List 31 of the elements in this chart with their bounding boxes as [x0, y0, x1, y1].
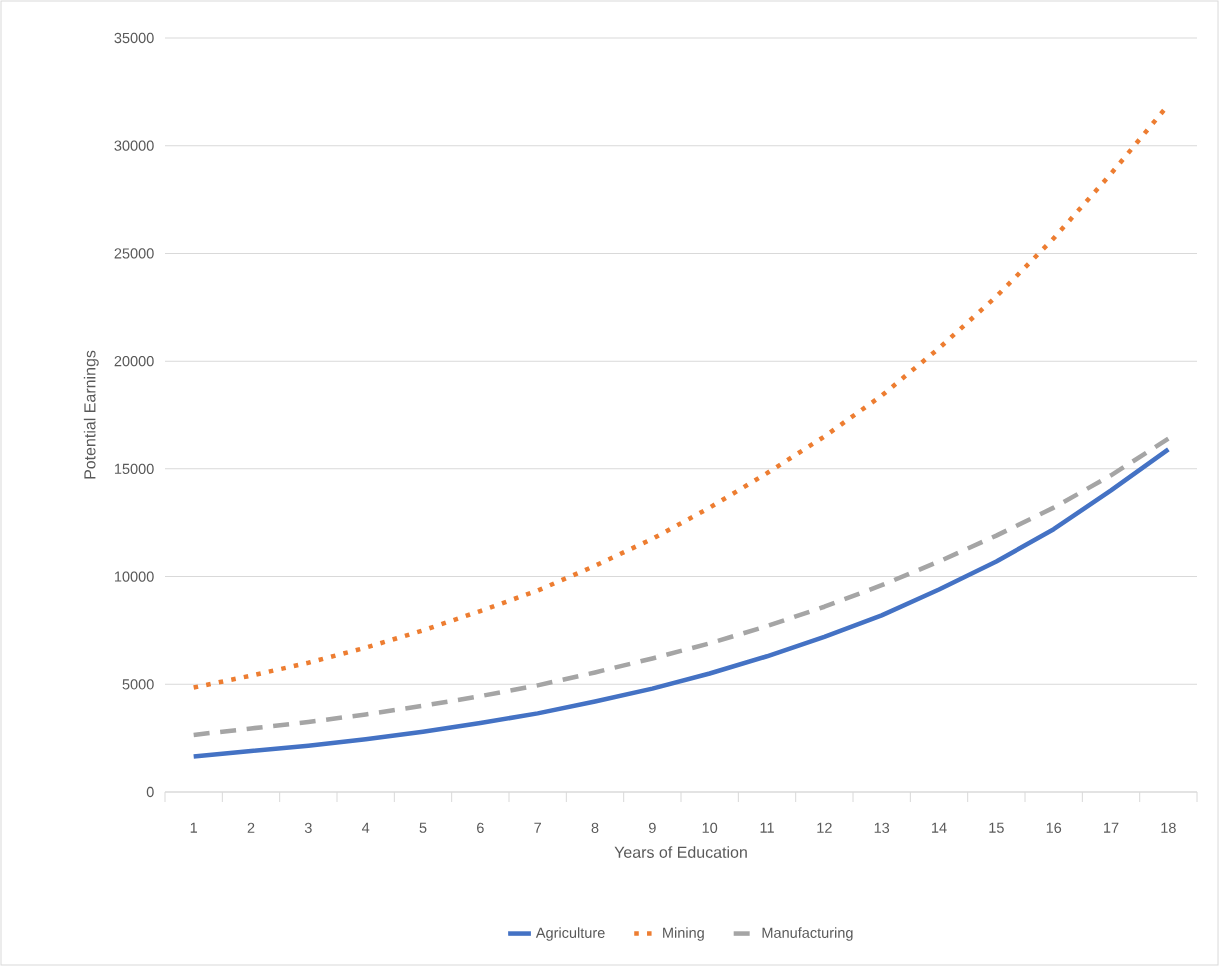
y-tick-label: 0	[146, 786, 154, 798]
x-tick-label: 11	[760, 822, 774, 833]
x-tick-label: 8	[591, 822, 599, 833]
y-axis-title: Potential Earnings	[83, 350, 99, 479]
y-tick-label: 35000	[114, 32, 154, 44]
x-tick-label: 17	[1104, 822, 1119, 833]
x-tick-label: 6	[477, 822, 484, 833]
x-tick-label: 9	[648, 822, 656, 833]
x-tick-label: 10	[702, 822, 718, 833]
x-axis-title: Years of Education	[614, 846, 747, 858]
x-tick-label: 12	[817, 822, 832, 833]
legend-label: Agriculture	[535, 927, 605, 941]
x-tick-label: 4	[361, 822, 370, 833]
legend-label: Manufacturing	[762, 927, 853, 941]
y-tick-label: 20000	[114, 356, 154, 367]
x-tick-label: 7	[534, 822, 541, 833]
x-tick-label: 18	[1161, 822, 1176, 833]
x-tick-label: 1	[190, 822, 198, 833]
x-tick-label: 5	[419, 822, 427, 833]
y-tick-label: 5000	[122, 679, 154, 690]
x-tick-label: 15	[989, 822, 1004, 833]
y-tick-label: 30000	[114, 140, 154, 151]
x-tick-label: 13	[874, 822, 890, 833]
x-tick-label: 2	[247, 822, 255, 833]
x-tick-label: 14	[932, 822, 947, 833]
y-tick-label: 10000	[114, 571, 154, 582]
x-tick-label: 16	[1046, 822, 1062, 833]
x-tick-label: 3	[304, 822, 312, 833]
y-tick-label: 25000	[114, 248, 154, 259]
y-tick-label: 15000	[114, 463, 154, 474]
legend-label: Mining	[663, 927, 704, 941]
